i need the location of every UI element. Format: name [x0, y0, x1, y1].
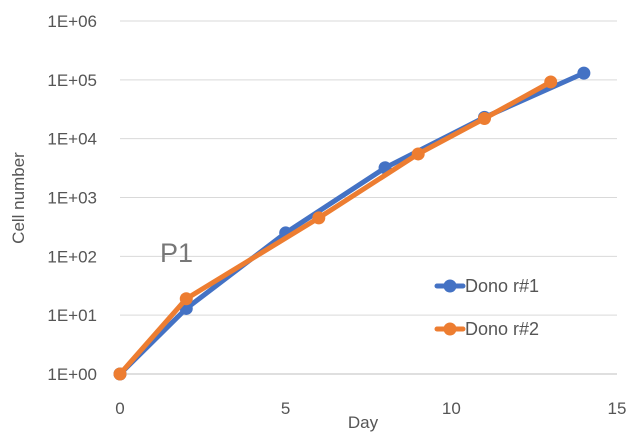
y-tick-label: 1E+04 — [47, 130, 97, 149]
y-tick-label: 1E+03 — [47, 189, 97, 208]
data-point — [477, 112, 491, 126]
y-tick-label: 1E+02 — [47, 247, 97, 266]
data-point — [577, 66, 591, 80]
data-point — [113, 367, 127, 381]
y-axis-tick-labels: 1E+00 1E+01 1E+02 1E+03 1E+04 1E+05 1E+06 — [47, 12, 97, 384]
p1-annotation: P1 — [160, 238, 193, 268]
gridlines — [120, 20, 617, 316]
data-point — [411, 147, 425, 161]
x-axis-title: Day — [348, 413, 379, 432]
series-line — [117, 79, 554, 377]
y-tick-label: 1E+05 — [47, 71, 97, 90]
legend-swatch-marker — [443, 279, 457, 293]
x-tick-label: 0 — [115, 399, 124, 418]
data-point — [544, 75, 558, 89]
legend-label: Dono r#2 — [465, 319, 539, 339]
series-2 — [113, 75, 558, 381]
x-tick-label: 15 — [608, 399, 627, 418]
y-tick-label: 1E+01 — [47, 306, 97, 325]
data-point — [179, 292, 193, 306]
data-point — [312, 211, 326, 225]
x-axis-tick-labels: 0 5 10 15 — [115, 399, 626, 418]
y-tick-label: 1E+06 — [47, 12, 97, 31]
x-tick-label: 5 — [281, 399, 290, 418]
x-tick-label: 10 — [442, 399, 461, 418]
series-layer — [113, 66, 591, 381]
legend-swatch-marker — [443, 322, 457, 336]
y-axis-title: Cell number — [9, 152, 28, 244]
legend: Dono r#1 Dono r#2 — [434, 276, 539, 339]
y-tick-label: 1E+00 — [47, 365, 97, 384]
legend-label: Dono r#1 — [465, 276, 539, 296]
